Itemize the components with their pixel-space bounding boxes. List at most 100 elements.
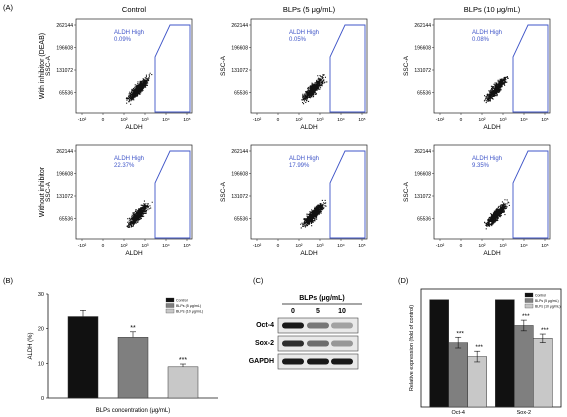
blot-band xyxy=(307,340,329,347)
x-tick-label: -10² xyxy=(436,243,445,249)
legend-swatch xyxy=(524,292,534,298)
x-tick-label: 10³ xyxy=(142,243,149,249)
blot-band xyxy=(331,322,353,329)
x-tick-label: 0 xyxy=(277,117,280,123)
western-blot: BLPs (μg/mL) 0 5 10 Oct-4 Sox-2 GAPDH xyxy=(249,295,362,370)
x-tick-label: 10⁵ xyxy=(541,243,548,249)
x-tick-label: 0 xyxy=(460,243,463,249)
gate-percent: 22.37% xyxy=(114,163,135,169)
x-tick-label: 10⁴ xyxy=(162,117,169,123)
y-tick-label: 131072 xyxy=(56,194,73,200)
x-tick-label: -10² xyxy=(253,243,262,249)
scatter-events xyxy=(301,74,328,105)
legend-label: BLPs (5 μg/mL) xyxy=(535,299,559,303)
x-tick-label: 10³ xyxy=(317,243,324,249)
legend-label: BLPs (5 μg/mL) xyxy=(176,304,201,308)
x-tick-label: 10⁵ xyxy=(358,117,365,123)
y-tick-label: 262144 xyxy=(414,23,431,29)
gate-percent: 9.35% xyxy=(472,163,490,169)
y-tick-label: 262144 xyxy=(231,149,248,155)
aldh-high-gate xyxy=(329,150,366,239)
x-tick-label: 0 xyxy=(277,243,280,249)
aldh-high-gate xyxy=(329,24,366,113)
y-tick-label: 131072 xyxy=(414,194,431,200)
significance-marker: ** xyxy=(130,325,136,332)
significance-marker: *** xyxy=(179,357,187,364)
gate-label: ALDH High xyxy=(289,30,319,36)
x-tick-label: 10⁵ xyxy=(358,243,365,249)
blot-band xyxy=(307,322,329,329)
y-axis-label: SSC-A xyxy=(220,181,227,202)
gate-label: ALDH High xyxy=(114,156,144,162)
x-axis-label: ALDH xyxy=(483,124,501,131)
y-tick-label: 196608 xyxy=(414,172,431,178)
blot-band xyxy=(282,358,304,365)
bar xyxy=(67,316,99,399)
blot-title: BLPs (μg/mL) xyxy=(299,295,345,302)
y-axis-label: Relative expression (fold of control) xyxy=(409,305,415,391)
significance-marker: *** xyxy=(522,313,530,320)
legend-swatch xyxy=(165,308,175,314)
y-tick-label: 10 xyxy=(38,361,44,367)
x-tick-label: -10² xyxy=(436,117,445,123)
y-axis-label: SSC-A xyxy=(403,55,410,76)
x-axis-label: ALDH xyxy=(483,250,501,257)
y-tick-label: 65536 xyxy=(234,91,248,97)
x-tick-label: -10² xyxy=(78,117,87,123)
x-axis-label: ALDH xyxy=(300,124,318,131)
y-tick-label: 262144 xyxy=(231,23,248,29)
x-axis-label: ALDH xyxy=(125,250,143,257)
x-tick-label: 10³ xyxy=(142,117,149,123)
legend-swatch xyxy=(524,303,534,309)
row-title: With inhibitor (DEAB) xyxy=(39,33,46,99)
scatter-events xyxy=(126,200,153,228)
gate-label: ALDH High xyxy=(472,156,502,162)
y-tick-label: 196608 xyxy=(231,46,248,52)
bar xyxy=(467,356,487,408)
y-tick-label: 262144 xyxy=(56,23,73,29)
x-tick-label: 0 xyxy=(102,117,105,123)
y-axis-label: SSC-A xyxy=(403,181,410,202)
y-tick-label: 131072 xyxy=(56,68,73,74)
significance-marker: *** xyxy=(456,330,464,337)
bar xyxy=(514,325,534,408)
y-axis-label: SSC-A xyxy=(220,55,227,76)
bar xyxy=(167,366,199,399)
legend-label: Control xyxy=(535,294,546,298)
x-tick-label: 10² xyxy=(479,117,486,123)
x-axis-label: ALDH xyxy=(125,124,143,131)
scatter-events xyxy=(483,76,509,104)
x-tick-label: 10² xyxy=(296,243,303,249)
chart-b: 0 10 20 30 ALDH (%) BLPs concentration (μg/mL… xyxy=(28,292,218,414)
x-tick-label: 10⁵ xyxy=(183,117,190,123)
flow-plot: 262144 196608 131072 65536 -10² 0 10² 10³ 10⁴ 10⁵… xyxy=(45,144,193,257)
legend-label: BLPs (10 μg/mL) xyxy=(535,305,561,309)
x-tick-label: -10² xyxy=(253,117,262,123)
x-tick-label: 0 xyxy=(460,117,463,123)
legend-swatch xyxy=(165,303,175,308)
x-tick-label: -10² xyxy=(78,243,87,249)
x-tick-label: 10² xyxy=(296,117,303,123)
panel-label-d: (D) xyxy=(398,276,409,285)
x-tick-label: 10⁴ xyxy=(520,117,527,123)
y-tick-label: 131072 xyxy=(414,68,431,74)
bar xyxy=(533,338,553,408)
blot-band xyxy=(307,358,329,365)
scatter-events xyxy=(300,199,327,229)
flow-plot: 262144 196608 131072 65536 -10² 0 10² 10³ 10⁴ 10⁵… xyxy=(45,18,193,131)
y-tick-label: 65536 xyxy=(234,217,248,223)
gate-percent: 0.08% xyxy=(472,37,490,43)
gate-label: ALDH High xyxy=(114,30,144,36)
flow-plot: 262144 196608 131072 65536 -10² 0 10² 10³ 10⁴ 10⁵… xyxy=(403,144,551,257)
aldh-high-gate xyxy=(154,24,191,113)
y-tick-label: 20 xyxy=(38,327,44,333)
scatter-events xyxy=(484,199,510,230)
x-tick-label: 10⁴ xyxy=(162,243,169,249)
y-tick-label: 262144 xyxy=(56,149,73,155)
flow-plot: 262144 196608 131072 65536 -10² 0 10² 10³ 10⁴ 10⁵… xyxy=(220,144,368,257)
blot-band xyxy=(282,340,304,347)
y-tick-label: 196608 xyxy=(56,172,73,178)
gate-percent: 0.09% xyxy=(114,37,132,43)
blot-band xyxy=(331,358,353,365)
